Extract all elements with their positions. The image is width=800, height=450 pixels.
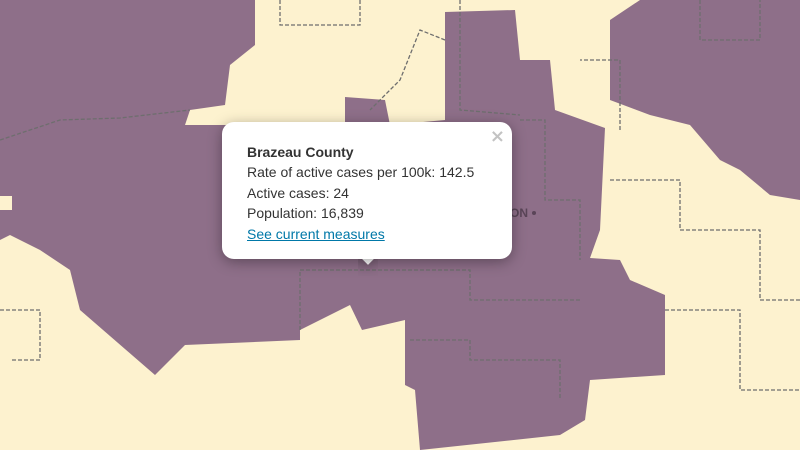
place-dot <box>532 211 536 215</box>
boundary <box>665 309 800 391</box>
boundary <box>520 119 581 260</box>
close-button[interactable]: × <box>489 126 505 147</box>
boundary <box>279 0 361 26</box>
region-gap <box>0 196 12 210</box>
place-label: ON <box>510 206 528 220</box>
popup-line: Rate of active cases per 100k: 142.5 <box>247 164 475 180</box>
boundary <box>580 59 621 130</box>
popup-tip <box>358 256 378 276</box>
boundary <box>699 0 761 41</box>
region <box>610 0 800 200</box>
boundary-layer <box>0 0 800 400</box>
boundary <box>0 109 191 141</box>
popup-line: Population: 16,839 <box>247 205 364 221</box>
boundary <box>610 179 800 301</box>
boundary <box>0 309 41 361</box>
popup-line: Active cases: 24 <box>247 184 349 201</box>
popup-title: Brazeau County <box>247 144 354 160</box>
boundary <box>299 269 580 330</box>
boundary <box>410 339 561 400</box>
measures-link[interactable]: See current measures <box>247 225 385 242</box>
boundary <box>369 29 446 111</box>
boundary <box>459 0 521 116</box>
popup: × Brazeau County Rate of active cases pe… <box>222 122 512 259</box>
